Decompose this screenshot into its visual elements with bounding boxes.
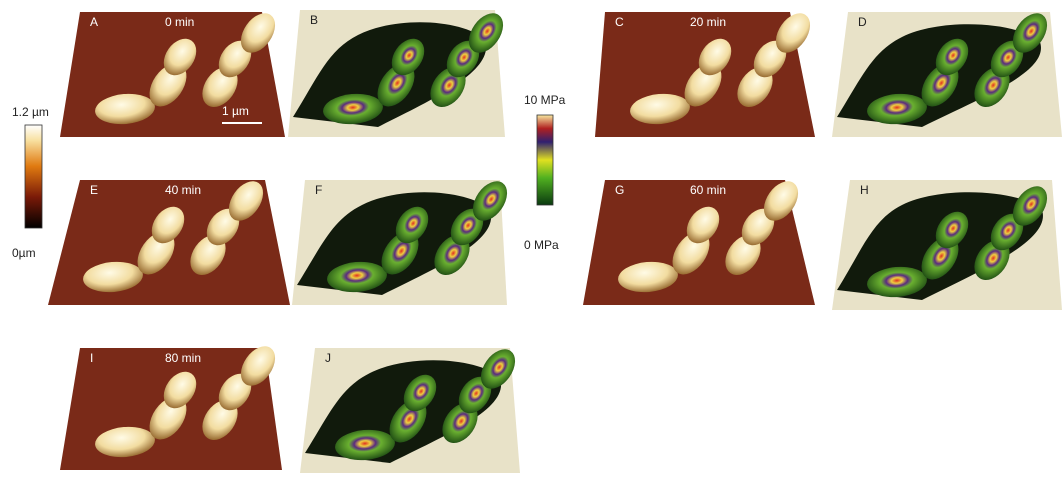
panel-label: G xyxy=(615,183,624,197)
panel: H xyxy=(832,180,1062,310)
panel-label: F xyxy=(315,183,322,197)
modulus-colorbar xyxy=(537,115,553,205)
panel-label: J xyxy=(325,351,331,365)
colorbar-max: 10 MPa xyxy=(524,93,566,107)
panel: D xyxy=(832,7,1062,137)
panel-time: 0 min xyxy=(165,15,194,29)
panel: I 80 min xyxy=(60,340,282,470)
panel-time: 20 min xyxy=(690,15,726,29)
colorbar-max: 1.2 µm xyxy=(12,105,49,119)
panel-label: A xyxy=(90,15,98,29)
figure: A0 minBC20 minDE40 minFG60 minHI80 minJ … xyxy=(0,0,1064,481)
panel-time: 40 min xyxy=(165,183,201,197)
colorbar-min: 0µm xyxy=(12,246,36,260)
panel-label: H xyxy=(860,183,869,197)
scale-bar-label: 1 µm xyxy=(222,104,249,118)
panel: G 60 min xyxy=(583,175,815,305)
panel-label: D xyxy=(858,15,867,29)
panel: J xyxy=(300,343,522,473)
panel-label: B xyxy=(310,13,318,27)
panel: E 40 min xyxy=(48,175,290,305)
panel-label: C xyxy=(615,15,624,29)
panel: A 0 min xyxy=(60,7,285,137)
panel-label: I xyxy=(90,351,93,365)
panel-time: 60 min xyxy=(690,183,726,197)
panel-label: E xyxy=(90,183,98,197)
panel: B xyxy=(288,7,510,137)
page: {"panels": [ {"label": "A", "time": "0 m… xyxy=(0,0,1064,481)
panel-time: 80 min xyxy=(165,351,201,365)
height-colorbar xyxy=(25,125,42,228)
colorbar-min: 0 MPa xyxy=(524,238,559,252)
panel: F xyxy=(292,175,514,305)
panel: C 20 min xyxy=(595,7,817,137)
